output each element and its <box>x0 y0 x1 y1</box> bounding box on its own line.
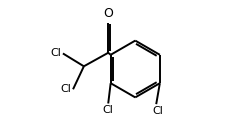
Text: Cl: Cl <box>103 105 114 115</box>
Text: Cl: Cl <box>152 106 163 116</box>
Text: Cl: Cl <box>51 48 62 59</box>
Text: Cl: Cl <box>61 84 72 94</box>
Text: O: O <box>103 7 113 20</box>
